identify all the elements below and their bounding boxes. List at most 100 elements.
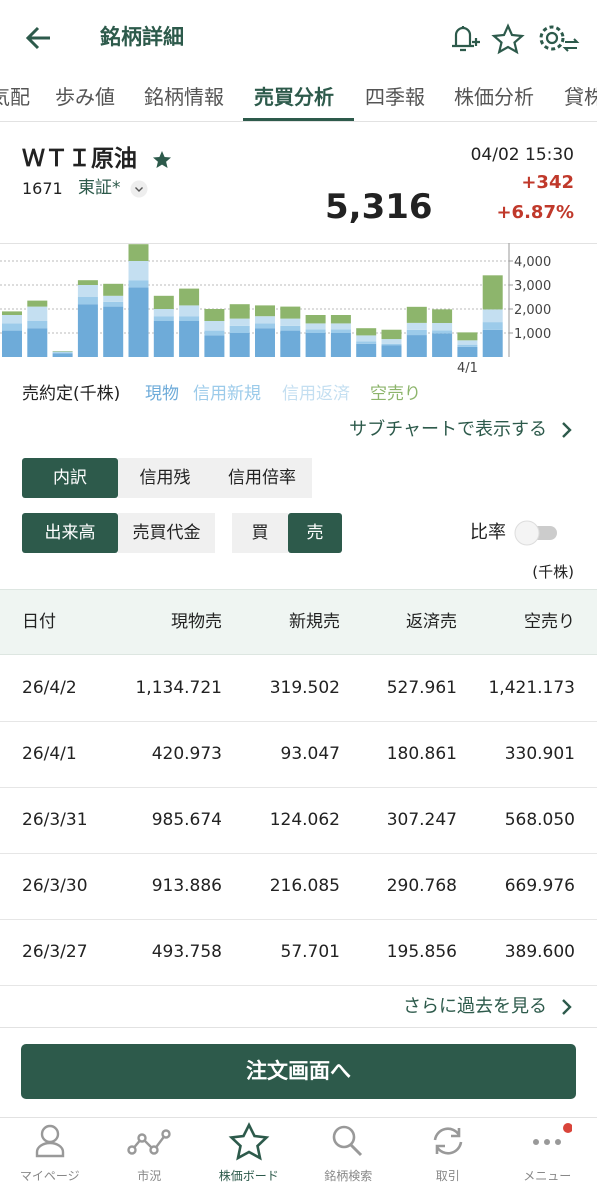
row-divider — [0, 919, 597, 920]
bar-segment — [2, 311, 22, 315]
nav-label[interactable]: 銘柄検索 — [324, 1169, 373, 1183]
ratio-toggle[interactable] — [513, 519, 561, 547]
legend-entry: 信用返済 — [282, 384, 350, 404]
bar-segment — [77, 285, 98, 297]
bar-segment — [330, 315, 351, 324]
bar-segment — [457, 344, 478, 347]
table-cell: 527.961 — [386, 678, 457, 698]
y-tick-label: 2,000 — [514, 303, 551, 318]
segment-button[interactable]: 信用残 — [118, 458, 212, 498]
page-title: 銘柄詳細 — [100, 25, 184, 49]
volume-chart: 1,000 2,000 3,000 4,000 4/1 — [0, 243, 597, 375]
legend-entry: 空売り — [370, 384, 421, 404]
legend-title: 売約定(千株) — [22, 384, 121, 404]
subchart-link[interactable]: サブチャートで表示する — [349, 419, 547, 440]
stock-code: 1671 — [22, 179, 63, 198]
nav-icon[interactable] — [224, 1122, 274, 1162]
favorite-star[interactable] — [152, 150, 172, 170]
table-cell: 669.976 — [504, 876, 575, 896]
bar-segment — [103, 301, 124, 307]
bar-segment — [255, 305, 275, 317]
datetime: 04/02 15:30 — [470, 145, 574, 165]
tab[interactable]: 銘柄情報 — [144, 85, 224, 109]
table-cell: 420.973 — [151, 744, 222, 764]
bar-segment — [255, 323, 275, 329]
bar-segment — [128, 261, 149, 281]
bar-segment — [482, 329, 503, 357]
chevron — [562, 999, 572, 1015]
tab[interactable]: 歩み値 — [55, 85, 115, 109]
stock-name: ＷＴＩ原油 — [22, 146, 137, 172]
unit: (千株) — [532, 563, 574, 581]
segment-button[interactable]: 買 — [232, 513, 288, 553]
bar-segment — [482, 275, 503, 310]
table-cell: 330.901 — [504, 744, 575, 764]
tab[interactable]: 四季報 — [365, 85, 425, 109]
nav-icon[interactable] — [124, 1122, 174, 1162]
bar-segment — [280, 330, 301, 357]
market-dropdown[interactable] — [130, 180, 148, 198]
bar-segment — [381, 343, 402, 346]
bar-segment — [406, 306, 427, 323]
table-cell: 389.600 — [504, 942, 575, 962]
bar-segment — [229, 325, 250, 333]
column-header: 返済売 — [406, 612, 457, 632]
nav-label[interactable]: メニュー — [523, 1169, 572, 1183]
bar-segment — [52, 351, 73, 353]
row-divider — [0, 787, 597, 788]
table-cell: 319.502 — [269, 678, 340, 698]
nav-label[interactable]: マイページ — [19, 1169, 80, 1183]
table-cell: 568.050 — [504, 810, 575, 830]
nav-icon[interactable] — [423, 1122, 473, 1162]
nav-label[interactable]: 市況 — [137, 1169, 162, 1183]
segment-button[interactable]: 売 — [288, 513, 342, 553]
segment-button[interactable]: 信用倍率 — [212, 458, 312, 498]
tab-underline — [243, 118, 354, 121]
bar-segment — [432, 330, 453, 334]
bar-segment — [27, 306, 48, 321]
bar-segment — [406, 322, 427, 330]
column-header: 空売り — [524, 612, 575, 632]
market[interactable]: 東証* — [78, 178, 121, 198]
segment-button[interactable]: 内訳 — [22, 458, 118, 498]
bar-segment — [103, 306, 124, 357]
bar-segment — [153, 309, 174, 317]
table-cell: 26/3/31 — [22, 810, 88, 830]
y-tick-label: 3,000 — [514, 279, 551, 294]
bar-segment — [356, 343, 377, 357]
ratio-label: 比率 — [470, 522, 506, 543]
segment-button[interactable]: 出来高 — [22, 513, 118, 553]
bar-segment — [432, 309, 453, 323]
bar-segment — [204, 330, 225, 336]
nav-icon[interactable] — [25, 1122, 75, 1162]
back-button[interactable] — [24, 24, 54, 52]
table-cell: 1,134.721 — [135, 678, 222, 698]
more-link[interactable]: さらに過去を見る — [403, 996, 547, 1017]
order-button[interactable]: 注文画面へ — [21, 1044, 576, 1099]
table-header-bg — [0, 589, 597, 655]
bar-segment — [2, 330, 22, 357]
column-header: 現物売 — [171, 612, 222, 632]
header-icons[interactable] — [444, 20, 584, 56]
row-divider — [0, 985, 597, 986]
nav-label[interactable]: 取引 — [435, 1169, 460, 1183]
tab[interactable]: 売買分析 — [254, 85, 334, 109]
row-divider — [0, 853, 597, 854]
bar-segment — [381, 339, 402, 344]
table-cell: 216.085 — [269, 876, 340, 896]
table-cell: 124.062 — [269, 810, 340, 830]
nav-icon[interactable] — [323, 1122, 373, 1162]
tab[interactable]: 株価分析 — [454, 85, 534, 109]
bar-segment — [204, 321, 225, 331]
tab[interactable]: 貸株 — [564, 85, 597, 109]
nav-label[interactable]: 株価ボード — [218, 1169, 279, 1183]
tab[interactable]: 気配 — [0, 85, 30, 109]
bar-segment — [128, 287, 149, 357]
segment-button[interactable]: 売買代金 — [118, 513, 215, 553]
bar-segment — [77, 304, 98, 357]
bar-segment — [52, 352, 73, 354]
table-cell: 307.247 — [386, 810, 457, 830]
bar-segment — [2, 323, 22, 331]
bar-segment — [255, 328, 275, 357]
nav-icon[interactable] — [522, 1122, 574, 1162]
